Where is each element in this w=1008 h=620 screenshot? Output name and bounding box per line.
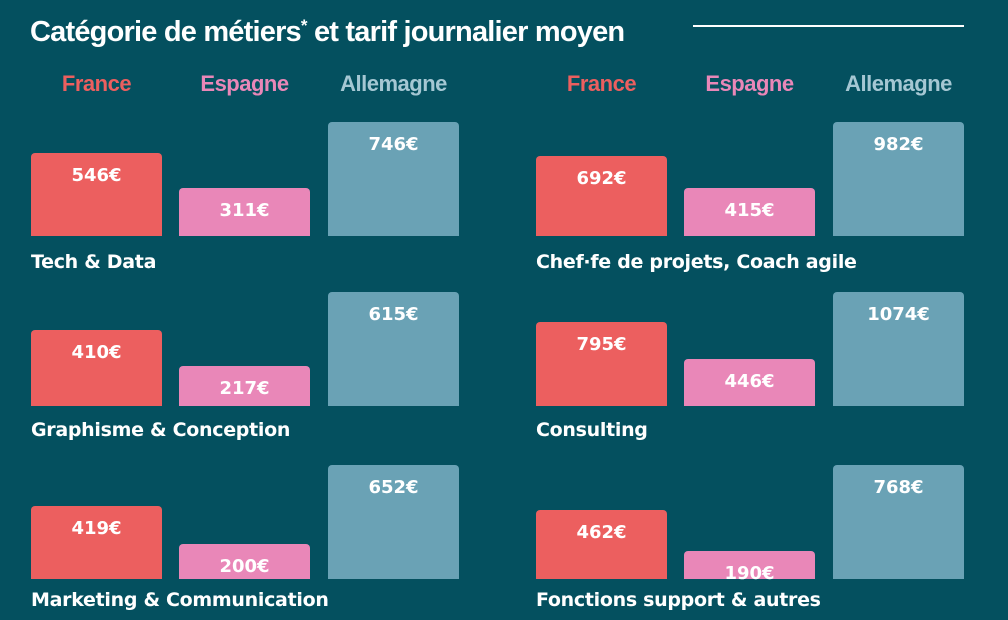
category-label-fonctions-support-autres: Fonctions support & autres <box>536 589 821 611</box>
header-france-right: France <box>566 71 637 96</box>
category-label-marketing-communication: Marketing & Communication <box>31 589 329 611</box>
category-label-consulting: Consulting <box>536 419 648 441</box>
bar-tech-data-espagne: 311€ <box>179 188 310 236</box>
bar-value-label: 615€ <box>368 304 419 325</box>
bar-chef-fe-de-projets-coach-agile-allemagne: 982€ <box>833 122 964 236</box>
header-espagne-right: Espagne <box>705 71 794 96</box>
bar-tech-data-france: 546€ <box>31 153 162 236</box>
bar-value-label: 652€ <box>368 477 419 498</box>
bar-tech-data-allemagne: 746€ <box>328 122 459 236</box>
bar-value-label: 692€ <box>576 168 627 189</box>
category-label-chef-fe-de-projets-coach-agile: Chef·fe de projets, Coach agile <box>536 251 857 273</box>
bar-fonctions-support-autres-allemagne: 768€ <box>833 465 964 579</box>
bar-fonctions-support-autres-espagne: 190€ <box>684 551 815 584</box>
bar-value-label: 1074€ <box>867 304 930 325</box>
bar-graphisme-conception-france: 410€ <box>31 330 162 406</box>
header-allemagne-left: Allemagne <box>340 71 447 96</box>
bar-value-label: 217€ <box>219 378 270 399</box>
bar-consulting-france: 795€ <box>536 322 667 406</box>
bar-value-label: 746€ <box>368 134 419 155</box>
category-label-graphisme-conception: Graphisme & Conception <box>31 419 291 441</box>
bar-value-label: 795€ <box>576 334 627 355</box>
chart-title: Catégorie de métiers* et tarif journalie… <box>30 16 625 48</box>
bar-marketing-communication-espagne: 200€ <box>179 544 310 579</box>
bar-value-label: 190€ <box>724 563 775 584</box>
bar-chef-fe-de-projets-coach-agile-espagne: 415€ <box>684 188 815 236</box>
bar-value-label: 462€ <box>576 522 627 543</box>
bar-marketing-communication-allemagne: 652€ <box>328 465 459 579</box>
bar-value-label: 546€ <box>71 165 122 186</box>
header-france-left: France <box>61 71 132 96</box>
bar-value-label: 311€ <box>219 200 270 221</box>
header-allemagne-right: Allemagne <box>845 71 952 96</box>
bar-value-label: 982€ <box>873 134 924 155</box>
bar-consulting-allemagne: 1074€ <box>833 292 964 406</box>
bar-value-label: 415€ <box>724 200 775 221</box>
bar-value-label: 768€ <box>873 477 924 498</box>
bar-value-label: 446€ <box>724 371 775 392</box>
title-rule <box>693 25 964 27</box>
bar-value-label: 200€ <box>219 556 270 577</box>
bar-graphisme-conception-allemagne: 615€ <box>328 292 459 406</box>
bar-consulting-espagne: 446€ <box>684 359 815 406</box>
bar-chef-fe-de-projets-coach-agile-france: 692€ <box>536 156 667 236</box>
bar-marketing-communication-france: 419€ <box>31 506 162 579</box>
category-label-tech-data: Tech & Data <box>31 251 157 273</box>
bar-fonctions-support-autres-france: 462€ <box>536 510 667 579</box>
bar-graphisme-conception-espagne: 217€ <box>179 366 310 406</box>
bar-value-label: 410€ <box>71 342 122 363</box>
header-espagne-left: Espagne <box>200 71 289 96</box>
bar-value-label: 419€ <box>71 518 122 539</box>
